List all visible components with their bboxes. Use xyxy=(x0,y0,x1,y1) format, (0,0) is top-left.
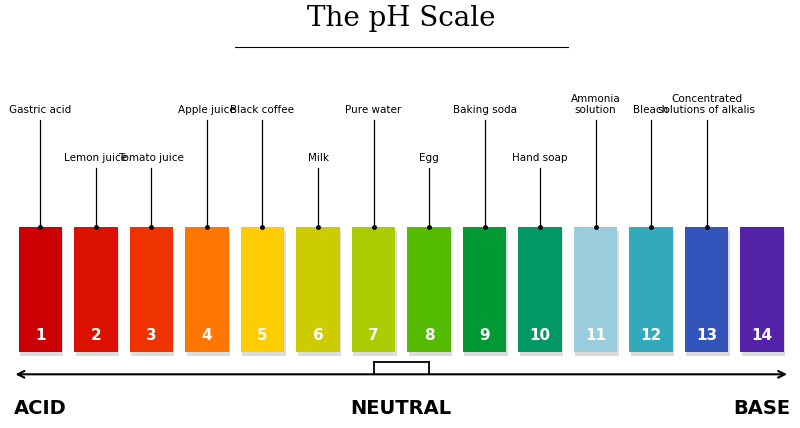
FancyBboxPatch shape xyxy=(18,227,62,352)
Text: Lemon juice: Lemon juice xyxy=(64,153,127,163)
Text: Egg: Egg xyxy=(419,153,439,163)
Text: NEUTRAL: NEUTRAL xyxy=(350,399,452,418)
FancyBboxPatch shape xyxy=(20,231,63,356)
FancyBboxPatch shape xyxy=(741,227,784,352)
FancyBboxPatch shape xyxy=(407,227,450,352)
FancyBboxPatch shape xyxy=(242,231,286,356)
FancyBboxPatch shape xyxy=(186,231,230,356)
FancyBboxPatch shape xyxy=(630,227,673,352)
FancyBboxPatch shape xyxy=(296,227,340,352)
Text: 4: 4 xyxy=(202,328,212,343)
FancyBboxPatch shape xyxy=(409,231,452,356)
FancyBboxPatch shape xyxy=(685,227,728,352)
Text: Bleach: Bleach xyxy=(634,105,669,115)
FancyBboxPatch shape xyxy=(742,231,785,356)
FancyBboxPatch shape xyxy=(131,231,174,356)
Text: Apple juice: Apple juice xyxy=(178,105,236,115)
Text: The pH Scale: The pH Scale xyxy=(307,5,495,32)
Text: 5: 5 xyxy=(257,328,268,343)
Text: 8: 8 xyxy=(424,328,434,343)
Text: Gastric acid: Gastric acid xyxy=(10,105,71,115)
Text: 14: 14 xyxy=(751,328,773,343)
Text: 11: 11 xyxy=(585,328,606,343)
Text: Pure water: Pure water xyxy=(346,105,402,115)
Text: Tomato juice: Tomato juice xyxy=(118,153,184,163)
Text: Ammonia
solution: Ammonia solution xyxy=(570,94,621,115)
Text: Baking soda: Baking soda xyxy=(453,105,517,115)
FancyBboxPatch shape xyxy=(76,231,119,356)
Text: 1: 1 xyxy=(35,328,46,343)
FancyBboxPatch shape xyxy=(574,227,618,352)
Text: Milk: Milk xyxy=(307,153,329,163)
Text: 10: 10 xyxy=(530,328,550,343)
Text: BASE: BASE xyxy=(734,399,790,418)
Text: 13: 13 xyxy=(696,328,717,343)
Text: 2: 2 xyxy=(90,328,102,343)
Text: 9: 9 xyxy=(479,328,490,343)
FancyBboxPatch shape xyxy=(298,231,341,356)
FancyBboxPatch shape xyxy=(518,227,562,352)
Text: 6: 6 xyxy=(313,328,323,343)
FancyBboxPatch shape xyxy=(130,227,173,352)
FancyBboxPatch shape xyxy=(520,231,563,356)
FancyBboxPatch shape xyxy=(186,227,229,352)
Text: Hand soap: Hand soap xyxy=(512,153,568,163)
FancyBboxPatch shape xyxy=(354,231,397,356)
Text: Black coffee: Black coffee xyxy=(230,105,294,115)
Text: Concentrated
solutions of alkalis: Concentrated solutions of alkalis xyxy=(658,94,755,115)
Text: ACID: ACID xyxy=(14,399,66,418)
FancyBboxPatch shape xyxy=(575,231,618,356)
FancyBboxPatch shape xyxy=(686,231,730,356)
FancyBboxPatch shape xyxy=(464,231,507,356)
FancyBboxPatch shape xyxy=(631,231,674,356)
Text: 7: 7 xyxy=(368,328,379,343)
FancyBboxPatch shape xyxy=(352,227,395,352)
FancyBboxPatch shape xyxy=(241,227,284,352)
FancyBboxPatch shape xyxy=(74,227,118,352)
Text: 3: 3 xyxy=(146,328,157,343)
FancyBboxPatch shape xyxy=(463,227,506,352)
Text: 12: 12 xyxy=(641,328,662,343)
